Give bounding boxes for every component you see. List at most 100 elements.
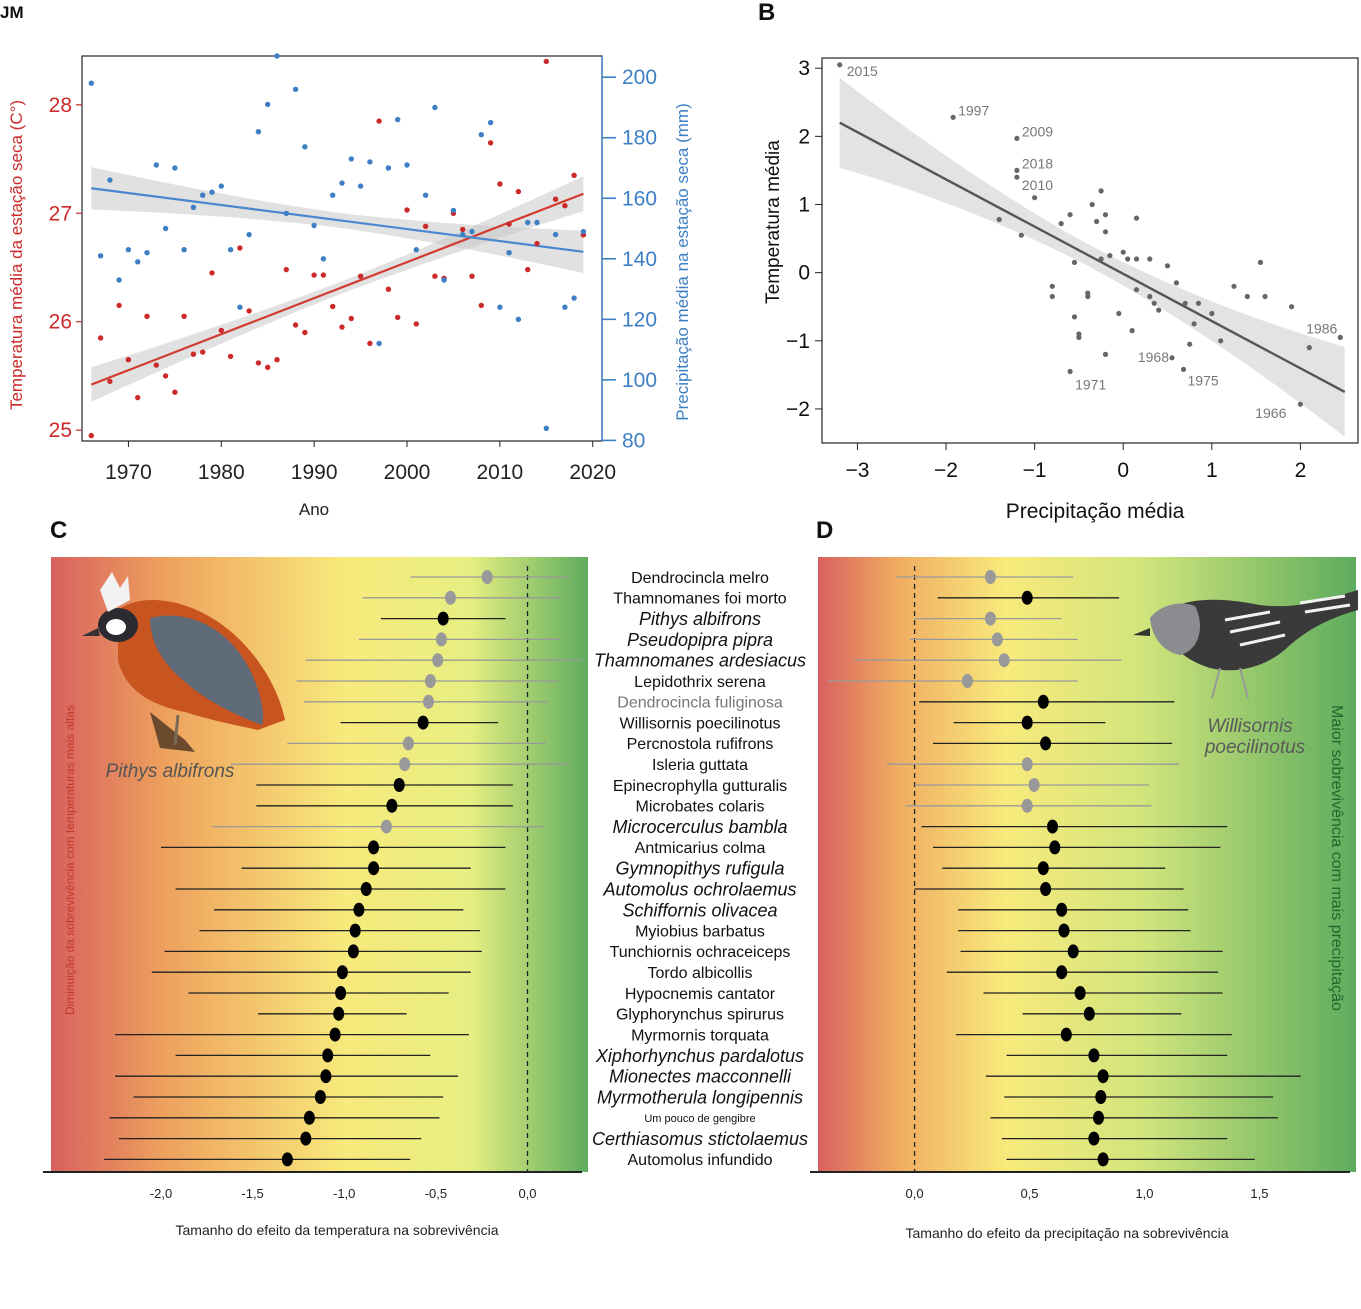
effect-estimate-point	[349, 923, 361, 938]
precipitation-point	[376, 340, 382, 347]
precipitation-point	[478, 132, 484, 138]
temperature-point	[395, 314, 401, 321]
panel-a-ylabel-right: Precipitação média na estação seca (mm)	[673, 103, 692, 420]
effect-estimate-point	[322, 1048, 334, 1063]
precipitation-point	[580, 228, 587, 235]
effect-estimate-point	[1049, 840, 1061, 855]
precipitation-point	[357, 183, 364, 189]
pithys-albifrons-bird-illustration	[82, 572, 285, 752]
effect-estimate-point	[1067, 944, 1079, 959]
effect-estimate-point	[320, 1069, 332, 1084]
species-label: Myiobius barbatus	[635, 923, 765, 940]
panel-a-ylabel-left: Temperatura média da estação seca (C°)	[7, 100, 26, 410]
species-label: Microbates colaris	[636, 799, 765, 816]
effect-estimate-point	[1028, 778, 1040, 792]
temperature-point	[209, 270, 215, 276]
precipitation-point	[311, 222, 317, 229]
x-tick-label: 1990	[291, 461, 338, 484]
effect-estimate-point	[1021, 757, 1033, 772]
panel-d-bird-name-line-1: Willisornis	[1207, 716, 1293, 737]
y-tick-label: 1	[798, 194, 810, 217]
year-point	[1262, 293, 1268, 300]
effect-estimate-point	[1037, 694, 1049, 709]
temperature-point	[88, 432, 95, 439]
panel-a-trend-lines	[90, 187, 584, 386]
labeled-year-point	[1067, 368, 1073, 375]
panel-a-label: JM	[0, 3, 24, 22]
species-label: Dendrocincla melro	[631, 570, 769, 587]
year-point	[1102, 351, 1109, 357]
precipitation-point	[162, 225, 169, 232]
temperature-point	[153, 362, 159, 368]
precipitation-point	[571, 295, 577, 301]
labeled-year-point	[950, 114, 956, 120]
species-label: Mionectes macconnelli	[609, 1067, 792, 1087]
species-label: Pithys albifrons	[639, 609, 761, 629]
y-tick-label: 3	[798, 57, 810, 80]
precipitation-point	[450, 207, 457, 214]
precipitation-point	[153, 162, 159, 168]
panel-c: C Pithys albifrons Diminuição da sobrevi…	[43, 517, 588, 1238]
year-point	[1102, 229, 1109, 235]
species-label: Willisornis poecilinotus	[620, 715, 781, 732]
effect-estimate-point	[347, 944, 359, 959]
year-label: 1968	[1138, 349, 1169, 365]
y-tick-label: −2	[786, 398, 810, 421]
temperature-point	[562, 203, 568, 209]
effect-estimate-point	[336, 965, 348, 980]
temperature-point	[237, 245, 243, 251]
year-point	[1116, 310, 1122, 317]
y-right-tick-label: 180	[622, 127, 657, 150]
year-point	[1133, 215, 1140, 221]
precipitation-point	[413, 247, 419, 253]
year-point	[1133, 256, 1140, 262]
x-tick-label: 0,0	[906, 1186, 924, 1201]
effect-estimate-point	[1088, 1131, 1100, 1146]
panel-d-label: D	[816, 517, 833, 544]
temperature-point	[357, 273, 364, 279]
temperature-point	[181, 313, 187, 319]
temperature-point	[404, 207, 410, 213]
year-point	[1289, 304, 1295, 310]
year-point	[1129, 328, 1135, 334]
panel-a-axes: 1970 1980 1990 2000 2010 2020 25 26 27 28 80 100 120…	[49, 56, 657, 484]
temperature-point	[255, 360, 262, 366]
year-point	[1085, 290, 1091, 296]
year-point	[1182, 300, 1188, 306]
precipitation-point	[274, 53, 280, 59]
effect-estimate-point	[1056, 965, 1068, 980]
effect-estimate-point	[432, 653, 444, 668]
effect-estimate-point	[1060, 1027, 1072, 1042]
year-label: 2018	[1022, 155, 1053, 171]
y-right-tick-label: 200	[622, 66, 657, 89]
year-label: 2009	[1022, 123, 1053, 139]
effect-estimate-point	[417, 715, 429, 730]
year-point	[1058, 221, 1064, 227]
effect-estimate-point	[1021, 590, 1033, 605]
year-point	[1049, 283, 1055, 289]
panel-b-xlabel: Precipitação média	[1006, 500, 1185, 523]
precipitation-point	[246, 231, 252, 238]
temperature-point	[311, 272, 317, 278]
precipitation-point	[525, 219, 531, 226]
x-tick-label: -1,0	[333, 1186, 355, 1201]
year-point	[1147, 256, 1153, 262]
temperature-point	[107, 378, 113, 385]
labeled-year-point	[1180, 366, 1187, 372]
temperature-point	[534, 240, 540, 247]
y-tick-label: −1	[786, 330, 810, 353]
temperature-point	[432, 273, 438, 279]
panel-c-xlabel: Tamanho do efeito da temperatura na sobr…	[176, 1222, 499, 1238]
year-point	[1244, 293, 1250, 300]
temperature-point	[265, 364, 271, 370]
panel-b-ylabel: Temperatura média	[763, 140, 784, 304]
precipitation-point	[144, 250, 150, 256]
precipitation-point	[292, 86, 299, 93]
effect-estimate-point	[380, 819, 392, 834]
effect-estimate-point	[423, 694, 434, 709]
precipitation-point	[88, 80, 95, 86]
effect-estimate-point	[1047, 819, 1058, 834]
year-point	[1076, 334, 1082, 340]
panel-a-xlabel: Ano	[299, 500, 329, 519]
